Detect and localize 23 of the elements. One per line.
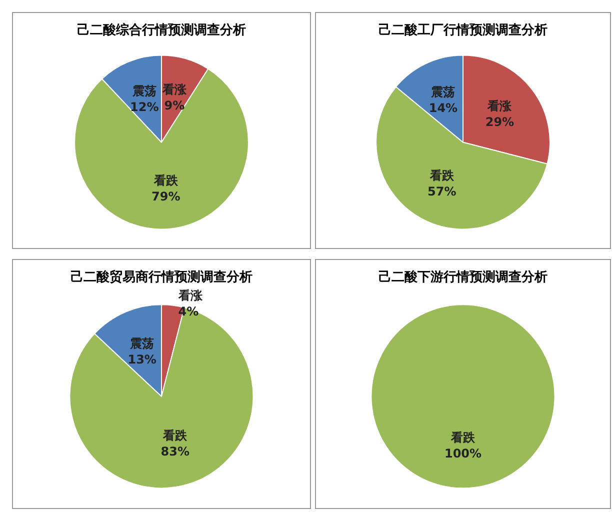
data-label: 13%	[128, 352, 156, 367]
chart-title: 己二酸下游行情预测调查分析	[378, 269, 548, 285]
data-label: 12%	[130, 100, 159, 114]
chart-title: 己二酸综合行情预测调查分析	[77, 22, 246, 38]
data-label: 29%	[485, 114, 514, 129]
data-label: 79%	[152, 190, 180, 204]
slice-label: 看涨	[161, 82, 188, 97]
data-label: 57%	[428, 184, 456, 199]
data-label: 100%	[444, 446, 482, 460]
slice-label: 震荡	[131, 84, 156, 98]
chart-title: 己二酸贸易商行情预测调查分析	[70, 269, 252, 285]
slice-label: 看跌	[428, 168, 455, 183]
data-label: 83%	[160, 444, 190, 458]
slice-label: 看涨	[177, 288, 204, 302]
slice-label: 看跌	[162, 428, 188, 442]
slice-label: 看跌	[152, 174, 179, 188]
data-label: 9%	[164, 98, 185, 113]
slice-label: 看跌	[450, 430, 476, 444]
chart-title: 己二酸工厂行情预测调查分析	[378, 22, 548, 38]
data-label: 14%	[428, 101, 458, 116]
slice-label: 震荡	[430, 85, 456, 100]
slice-label: 震荡	[129, 336, 154, 351]
slice-label: 看涨	[486, 98, 513, 113]
